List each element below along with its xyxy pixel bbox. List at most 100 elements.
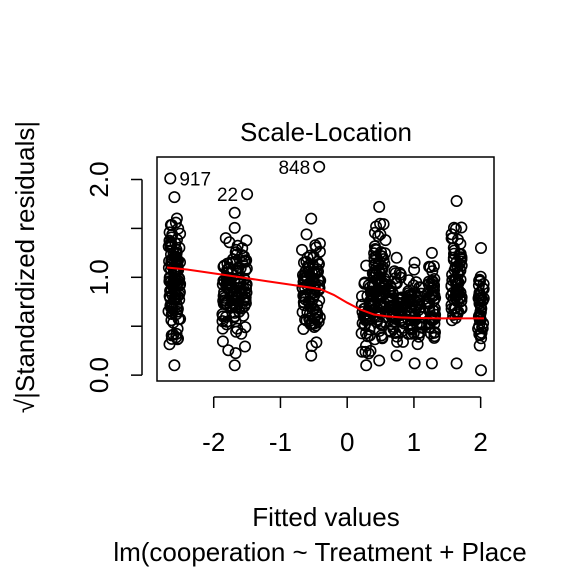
data-point — [473, 297, 486, 310]
data-point — [446, 286, 459, 299]
data-point — [474, 270, 487, 283]
smooth-layer — [166, 266, 484, 320]
data-point — [445, 302, 458, 315]
data-point — [305, 349, 318, 362]
data-point — [311, 255, 324, 268]
data-point — [373, 200, 386, 213]
data-point — [240, 282, 253, 295]
data-point — [230, 291, 243, 304]
data-point — [313, 237, 326, 250]
data-point — [390, 349, 403, 362]
data-point — [411, 338, 424, 351]
data-point — [384, 285, 397, 298]
labeled-point — [241, 188, 254, 201]
data-point — [295, 243, 308, 256]
data-point — [165, 301, 178, 314]
data-point — [301, 251, 314, 264]
data-point — [408, 287, 421, 300]
data-point — [238, 300, 251, 313]
data-point — [308, 266, 321, 279]
data-point — [447, 308, 460, 321]
data-point — [231, 264, 244, 277]
data-point — [474, 328, 487, 341]
data-point — [219, 297, 232, 310]
data-point — [310, 241, 323, 254]
data-point — [361, 330, 374, 343]
points-layer — [162, 160, 490, 377]
data-point — [367, 271, 380, 284]
y-axis-label-text: |Standardized residuals| — [10, 121, 40, 399]
data-point — [303, 312, 316, 325]
plot-frame — [156, 156, 495, 382]
data-point — [360, 359, 373, 372]
data-point — [388, 265, 401, 278]
data-point — [174, 227, 187, 240]
data-point — [408, 357, 421, 370]
data-point — [228, 206, 241, 219]
data-point — [370, 220, 383, 233]
data-point — [425, 357, 438, 370]
data-point — [390, 251, 403, 264]
data-point — [373, 354, 386, 367]
data-point — [472, 322, 485, 335]
data-point — [379, 234, 392, 247]
data-point — [228, 221, 241, 234]
y-axis-label-radical: √ — [10, 398, 40, 413]
data-point — [450, 195, 463, 208]
data-point — [222, 344, 235, 357]
data-point — [423, 301, 436, 314]
data-point — [231, 239, 244, 252]
y-tick-label: 2.0 — [84, 161, 114, 197]
data-point — [229, 347, 242, 360]
data-point — [169, 216, 182, 229]
data-point — [408, 256, 421, 269]
data-point — [425, 246, 438, 259]
data-point — [474, 364, 487, 377]
point-label-22: 22 — [217, 185, 238, 206]
data-point — [220, 310, 233, 323]
data-point — [370, 301, 383, 314]
data-point — [173, 286, 186, 299]
data-point — [235, 327, 248, 340]
data-point — [239, 340, 252, 353]
data-point — [445, 314, 458, 327]
y-tick-label: 0.0 — [84, 357, 114, 393]
data-point — [383, 324, 396, 337]
data-point — [172, 222, 185, 235]
smooth-line — [166, 266, 484, 320]
data-point — [366, 267, 379, 280]
x-tick-label: 2 — [473, 427, 487, 457]
data-point — [173, 278, 186, 291]
data-point — [427, 284, 440, 297]
data-point — [171, 253, 184, 266]
data-point — [356, 345, 369, 358]
data-point — [170, 246, 183, 259]
data-point — [368, 258, 381, 271]
data-point — [228, 310, 241, 323]
data-point — [404, 291, 417, 304]
data-point — [424, 261, 437, 274]
x-tick-label: 1 — [407, 427, 421, 457]
data-point — [473, 309, 486, 322]
data-point — [428, 272, 441, 285]
data-point — [171, 305, 184, 318]
labeled-point — [313, 160, 326, 173]
data-point — [473, 313, 486, 326]
chart-title: Scale-Location — [240, 117, 412, 147]
data-point — [228, 359, 241, 372]
x-axis: -2 -1 0 1 2 — [202, 396, 488, 457]
data-point — [220, 315, 233, 328]
x-tick-label: -2 — [202, 427, 225, 457]
data-point — [447, 247, 460, 260]
data-point — [391, 335, 404, 348]
data-point — [384, 325, 397, 338]
data-point — [452, 276, 465, 289]
data-point — [239, 321, 252, 334]
data-point — [376, 332, 389, 345]
data-point — [415, 318, 428, 331]
data-point — [408, 263, 421, 276]
x-axis-sublabel: lm(cooperation ~ Treatment + Place — [113, 537, 526, 567]
data-point — [425, 290, 438, 303]
data-point — [167, 275, 180, 288]
y-axis: 0.0 1.0 2.0 — [84, 161, 143, 393]
